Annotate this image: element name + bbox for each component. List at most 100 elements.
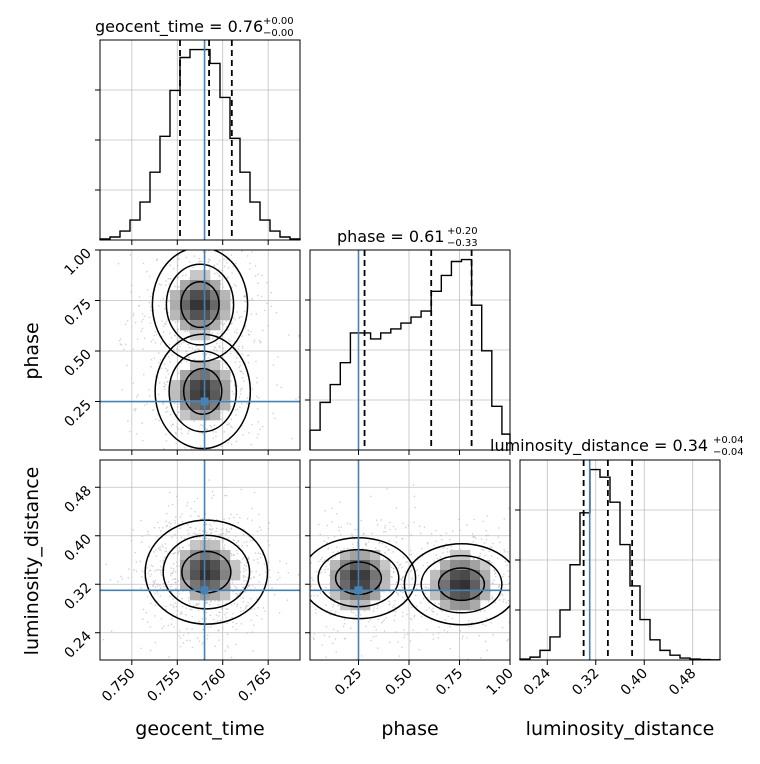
sample-point — [216, 263, 219, 265]
sample-point — [355, 614, 357, 617]
sample-point — [409, 640, 412, 642]
sample-point — [200, 445, 202, 447]
title-phase: phase = 0.61 — [337, 227, 444, 246]
sample-point — [190, 526, 192, 529]
density-cell — [190, 280, 201, 291]
sample-point — [187, 432, 189, 435]
marginal-histogram-phase — [309, 258, 511, 450]
sample-point — [172, 563, 175, 565]
density-cell — [340, 550, 351, 561]
sample-point — [235, 541, 238, 544]
sample-point — [438, 561, 441, 564]
sample-point — [195, 604, 197, 607]
sample-point — [219, 534, 221, 537]
sample-point — [257, 282, 259, 284]
sample-point — [170, 623, 173, 626]
sample-point — [141, 312, 144, 315]
sample-point — [199, 620, 201, 623]
sample-point — [351, 535, 354, 538]
sample-point — [376, 604, 379, 607]
sample-point — [285, 540, 287, 542]
sample-point — [222, 347, 224, 350]
density-cell — [220, 590, 231, 601]
sample-point — [149, 295, 152, 298]
sample-point — [181, 513, 183, 515]
sample-point — [165, 407, 168, 410]
sample-point — [140, 587, 142, 590]
sample-point — [236, 357, 238, 359]
truth-marker — [354, 586, 363, 595]
sample-point — [188, 544, 190, 547]
sample-point — [407, 524, 410, 527]
density-cell — [360, 590, 371, 601]
sample-point — [427, 541, 429, 544]
sample-point — [435, 540, 438, 542]
sample-point — [168, 491, 171, 494]
sample-point — [426, 596, 429, 599]
sample-point — [251, 388, 254, 390]
sample-point — [273, 417, 276, 420]
sample-point — [240, 315, 243, 318]
sample-point — [381, 622, 383, 624]
sample-point — [180, 536, 183, 539]
sample-point — [258, 581, 260, 583]
sample-point — [242, 534, 245, 536]
sample-point — [268, 522, 270, 524]
sample-point — [178, 286, 180, 288]
sample-point — [286, 599, 289, 602]
sample-point — [169, 332, 171, 335]
sample-point — [223, 613, 226, 616]
sample-point — [132, 314, 135, 317]
sample-point — [393, 619, 396, 622]
sample-point — [132, 382, 135, 384]
sample-point — [304, 603, 306, 605]
sample-point — [334, 555, 337, 558]
sample-point — [272, 364, 275, 366]
sample-point — [226, 633, 229, 636]
sample-point — [224, 544, 226, 546]
sample-point — [171, 571, 174, 574]
sample-point — [227, 646, 230, 649]
sample-point — [221, 527, 224, 530]
sample-point — [156, 585, 158, 587]
density-cell — [220, 390, 231, 401]
sample-point — [169, 572, 172, 575]
sample-point — [163, 388, 166, 390]
sample-point — [185, 256, 188, 259]
sample-point — [351, 533, 353, 535]
sample-point — [371, 532, 373, 535]
sample-point — [247, 556, 250, 559]
sample-point — [159, 546, 161, 549]
sample-point — [303, 583, 305, 585]
sample-point — [241, 370, 243, 373]
sample-point — [174, 602, 177, 604]
sample-point — [239, 610, 242, 612]
panel-marginal-luminosity_distance — [519, 459, 721, 661]
density-cell — [350, 550, 361, 561]
title-luminosity-distance: luminosity_distance = 0.34 — [490, 436, 708, 456]
sample-point — [515, 564, 517, 566]
sample-point — [246, 517, 249, 520]
sample-point — [197, 603, 199, 606]
sample-point — [397, 594, 399, 597]
sample-point — [174, 334, 176, 337]
sample-point — [243, 579, 245, 582]
sample-point — [403, 598, 406, 601]
sample-point — [477, 556, 480, 558]
density-cell — [470, 580, 481, 591]
sample-point — [187, 343, 190, 346]
sample-point — [535, 637, 537, 639]
sample-point — [178, 349, 180, 351]
sample-point — [322, 560, 324, 563]
sample-point — [525, 521, 527, 523]
sample-point — [271, 587, 273, 589]
sample-point — [177, 406, 179, 408]
sample-point — [284, 593, 286, 595]
density-cell — [440, 570, 451, 581]
sample-point — [234, 318, 237, 321]
sample-point — [209, 353, 211, 356]
sample-point — [159, 571, 162, 573]
sample-point — [254, 552, 257, 554]
sample-point — [490, 621, 492, 624]
